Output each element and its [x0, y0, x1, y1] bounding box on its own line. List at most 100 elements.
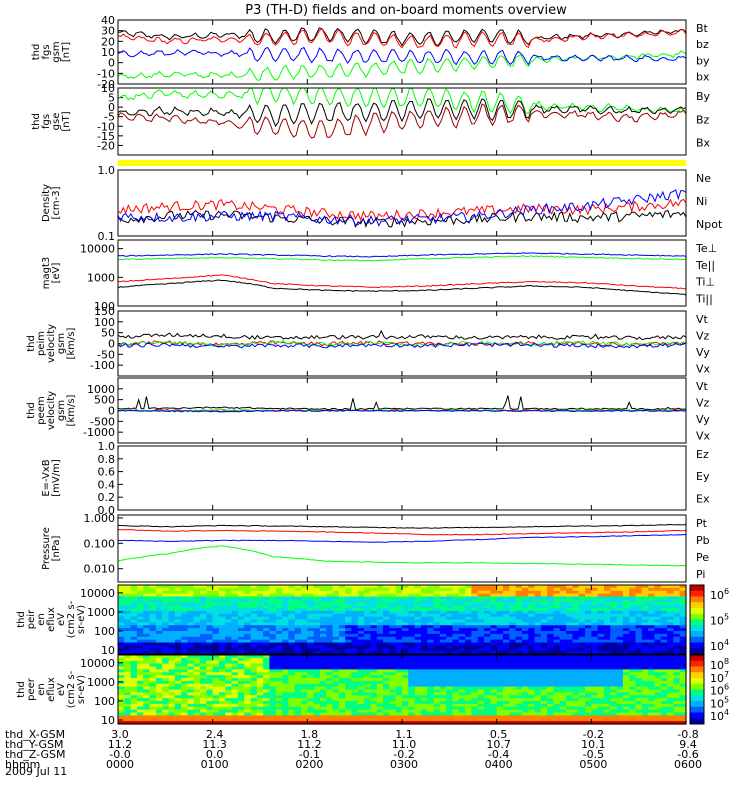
spectrogram-cell	[591, 715, 599, 719]
spectrogram-cell	[357, 712, 365, 716]
spectrogram-cell	[610, 692, 618, 696]
spectrogram-cell	[389, 625, 397, 629]
spectrogram-cell	[534, 660, 542, 665]
spectrogram-cell	[181, 608, 189, 612]
spectrogram-cell	[307, 680, 315, 685]
spectrogram-cell	[559, 616, 567, 621]
spectrogram-cell	[326, 703, 334, 708]
spectrogram-cell	[326, 680, 334, 685]
spectrogram-cell	[193, 715, 201, 719]
spectrogram-cell	[591, 675, 599, 679]
spectrogram-cell	[648, 651, 656, 655]
spectrogram-cell	[553, 625, 561, 629]
spectrogram-cell	[307, 590, 315, 595]
spectrogram-cell	[660, 703, 668, 708]
spectrogram-cell	[118, 692, 125, 696]
spectrogram-cell	[193, 608, 201, 612]
spectrogram-cell	[282, 639, 289, 644]
spectrogram-cell	[616, 642, 624, 646]
spectrogram-cell	[471, 639, 479, 644]
spectrogram-cell	[193, 639, 201, 644]
spectrogram-cell	[452, 613, 460, 618]
spectrogram-cell	[364, 666, 372, 670]
spectrogram-cell	[585, 593, 592, 598]
axis-row-value: -0.0	[109, 748, 130, 761]
spectrogram-cell	[610, 675, 618, 679]
spectrogram-cell	[528, 645, 536, 649]
spectrogram-cell	[427, 596, 435, 600]
spectrogram-cell	[408, 590, 416, 595]
spectrogram-cell	[414, 619, 422, 623]
spectrogram-cell	[427, 590, 435, 595]
spectrogram-cell	[174, 686, 182, 691]
spectrogram-cell	[477, 628, 485, 632]
spectrogram-cell	[585, 605, 592, 609]
spectrogram-cell	[622, 619, 630, 623]
spectrogram-cell	[357, 616, 365, 621]
spectrogram-cell	[338, 660, 346, 665]
spectrogram-cell	[275, 590, 283, 595]
spectrogram-cell	[654, 683, 662, 688]
spectrogram-cell	[629, 709, 637, 714]
spectrogram-cell	[181, 628, 189, 632]
spectrogram-cell	[673, 631, 681, 635]
spectrogram-cell	[402, 703, 409, 708]
spectrogram-cell	[124, 695, 132, 699]
axis-row-value: 2.4	[206, 728, 224, 741]
spectrogram-cell	[250, 645, 258, 649]
spectrogram-cell	[433, 663, 441, 668]
spectrogram-cell	[357, 622, 365, 626]
spectrogram-cell	[452, 689, 460, 693]
spectrogram-cell	[357, 633, 365, 638]
spectrogram-cell	[502, 651, 510, 655]
spectrogram-cell	[673, 721, 681, 725]
spectrogram-cell	[484, 683, 491, 688]
y-tick-label: 150	[94, 305, 115, 318]
spectrogram-cell	[174, 608, 182, 612]
spectrogram-cell	[124, 616, 132, 621]
spectrogram-cell	[168, 701, 176, 705]
spectrogram-cell	[282, 587, 289, 592]
spectrogram-cell	[376, 672, 384, 676]
spectrogram-cell	[244, 706, 252, 711]
spectrogram-cell	[313, 669, 321, 673]
spectrogram-cell	[263, 680, 271, 685]
spectrogram-cell	[174, 602, 182, 606]
spectrogram-cell	[143, 683, 151, 688]
spectrogram-cell	[465, 593, 473, 598]
spectrogram-cell	[414, 663, 422, 668]
spectrogram-cell	[269, 721, 277, 725]
spectrogram-cell	[452, 593, 460, 598]
spectrogram-cell	[301, 599, 308, 603]
spectrogram-cell	[282, 712, 289, 716]
spectrogram-cell	[155, 701, 163, 705]
spectrogram-cell	[370, 712, 378, 716]
spectrogram-cell	[477, 593, 485, 598]
spectrogram-cell	[610, 622, 618, 626]
spectrogram-cell	[566, 613, 573, 618]
spectrogram-cell	[534, 587, 542, 592]
spectrogram-cell	[275, 721, 283, 725]
spectrogram-cell	[250, 680, 258, 685]
spectrogram-cell	[648, 648, 656, 652]
spectrogram-cell	[149, 628, 157, 632]
spectrogram-cell	[502, 605, 510, 609]
spectrogram-cell	[282, 683, 289, 688]
spectrogram-cell	[660, 695, 668, 699]
spectrogram-cell	[660, 709, 668, 714]
spectrogram-cell	[402, 622, 409, 626]
spectrogram-cell	[402, 663, 409, 668]
spectrogram-cell	[629, 678, 637, 682]
spectrogram-cell	[515, 633, 523, 638]
spectrogram-cell	[319, 622, 327, 626]
spectrogram-cell	[231, 715, 239, 719]
spectrogram-cell	[496, 706, 504, 711]
spectrogram-cell	[534, 639, 542, 644]
y-tick-label: 30	[101, 25, 115, 38]
spectrogram-cell	[357, 672, 365, 676]
spectrogram-cell	[149, 692, 157, 696]
spectrogram-cell	[187, 642, 195, 646]
spectrogram-cell	[585, 642, 592, 646]
spectrogram-cell	[383, 651, 390, 655]
spectrogram-cell	[256, 689, 264, 693]
